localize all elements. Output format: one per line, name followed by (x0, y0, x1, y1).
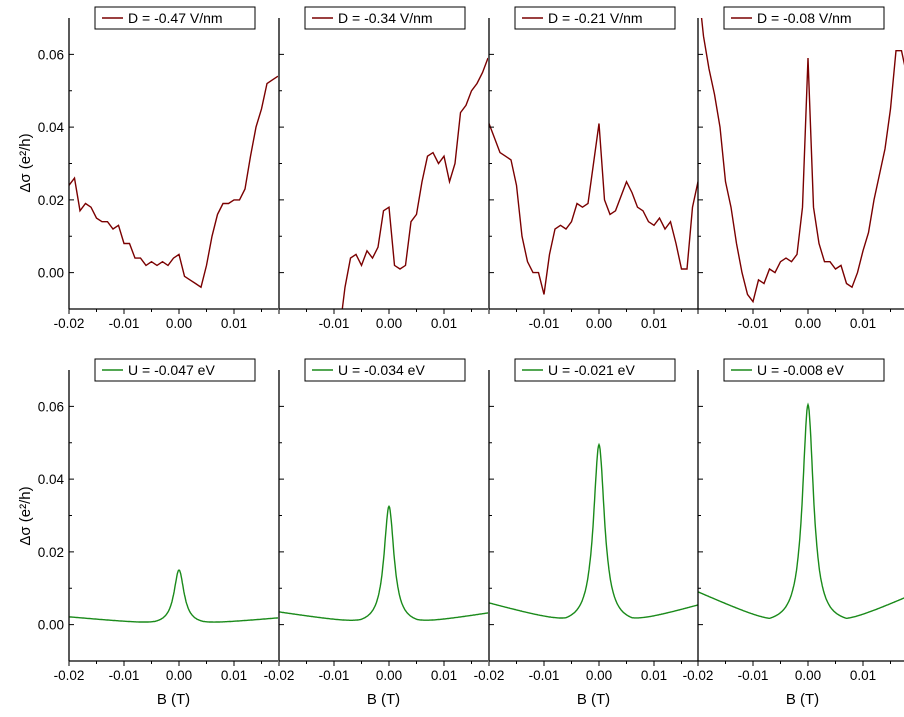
legend-box (514, 6, 676, 30)
x-tick-label: 0.00 (166, 316, 192, 331)
legend-box (723, 358, 885, 382)
x-tick-label: 0.00 (586, 668, 612, 683)
x-tick-label: -0.02 (54, 668, 85, 683)
x-tick-label: -0.02 (683, 668, 714, 683)
x-axis-label: B (T) (367, 691, 400, 708)
y-tick-label: 0.00 (38, 618, 64, 633)
x-axis-label: B (T) (157, 691, 190, 708)
top-row-ylabel: Δσ (e²/h) (17, 133, 34, 192)
y-tick-label: 0.06 (38, 399, 64, 414)
x-tick-label: 0.01 (850, 668, 876, 683)
y-tick-label: 0.04 (38, 120, 65, 135)
y-tick-label: 0.02 (38, 193, 64, 208)
x-tick-label: -0.02 (264, 668, 295, 683)
legend: D = -0.34 V/nm (304, 6, 466, 30)
series-line (700, 18, 904, 304)
panel-3: -0.01 0.00 0.01 D = -0.21 V/nm (488, 6, 698, 331)
legend-label: D = -0.21 V/nm (548, 10, 643, 26)
x-tick-label: 0.01 (431, 316, 457, 331)
legend-label: U = -0.008 eV (757, 362, 844, 378)
legend-box (304, 358, 466, 382)
panel-5: -0.02 -0.01 0.00 0.01 0.00 0.02 0.04 0.06 B (T) U… (38, 358, 278, 708)
y-tick-label: 0.00 (38, 266, 64, 281)
x-tick-label: -0.01 (109, 316, 140, 331)
x-tick-label: 0.00 (795, 316, 821, 331)
panel-6: -0.02 -0.01 0.00 0.01 B (T) U = -0.034 eV (264, 358, 488, 708)
y-tick-label: 0.02 (38, 545, 64, 560)
legend-label: U = -0.047 eV (128, 362, 215, 378)
x-axis-label: B (T) (786, 691, 819, 708)
legend: U = -0.021 eV (514, 358, 676, 382)
x-tick-label: 0.01 (221, 316, 247, 331)
bottom-row-ylabel: Δσ (e²/h) (17, 486, 34, 545)
legend: U = -0.008 eV (723, 358, 885, 382)
x-tick-label: -0.01 (529, 316, 560, 331)
x-tick-label: -0.01 (738, 668, 769, 683)
x-tick-label: 0.01 (641, 668, 667, 683)
x-tick-label: -0.01 (319, 316, 350, 331)
x-tick-label: 0.00 (376, 316, 402, 331)
legend-label: U = -0.021 eV (548, 362, 635, 378)
x-tick-label: -0.01 (738, 316, 769, 331)
x-axis-label: B (T) (577, 691, 610, 708)
legend-label: D = -0.08 V/nm (757, 10, 852, 26)
legend: D = -0.47 V/nm (94, 6, 256, 30)
y-tick-label: 0.06 (38, 47, 64, 62)
series-line (69, 569, 278, 623)
series-line (489, 123, 698, 295)
legend: U = -0.047 eV (94, 358, 256, 382)
panel-8: -0.02 -0.01 0.00 0.01 B (T) U = -0.008 eV (683, 358, 904, 708)
series-line (489, 442, 698, 619)
x-tick-label: 0.01 (431, 668, 457, 683)
legend: D = -0.21 V/nm (514, 6, 676, 30)
x-tick-label: -0.02 (474, 668, 505, 683)
x-tick-label: -0.01 (319, 668, 350, 683)
y-tick-label: 0.04 (38, 472, 65, 487)
x-tick-label: 0.00 (166, 668, 192, 683)
legend: U = -0.034 eV (304, 358, 466, 382)
x-tick-label: 0.00 (586, 316, 612, 331)
legend-box (723, 6, 885, 30)
series-line (341, 57, 488, 309)
x-tick-label: 0.00 (795, 668, 821, 683)
legend-label: U = -0.034 eV (338, 362, 425, 378)
series-line (698, 402, 904, 619)
x-tick-label: 0.01 (221, 668, 247, 683)
panel-4: -0.01 0.00 0.01 D = -0.08 V/nm (697, 6, 904, 331)
legend-label: D = -0.34 V/nm (338, 10, 433, 26)
legend-box (514, 358, 676, 382)
legend-box (304, 6, 466, 30)
x-tick-label: 0.01 (850, 316, 876, 331)
x-tick-label: 0.01 (641, 316, 667, 331)
series-line (279, 505, 488, 621)
legend-label: D = -0.47 V/nm (128, 10, 223, 26)
x-tick-label: 0.00 (376, 668, 402, 683)
panel-1: -0.02 -0.01 0.00 0.01 0.00 0.02 0.04 0.06 D = -0… (38, 6, 278, 331)
x-tick-label: -0.01 (529, 668, 560, 683)
panel-2: -0.01 0.00 0.01 D = -0.34 V/nm (278, 6, 488, 331)
panel-group: -0.02 -0.01 0.00 0.01 0.00 0.02 0.04 0.06 D = -0… (38, 6, 904, 708)
series-line (69, 75, 278, 289)
legend-box (94, 358, 256, 382)
x-tick-label: -0.02 (54, 316, 85, 331)
x-tick-label: -0.01 (109, 668, 140, 683)
legend-box (94, 6, 256, 30)
legend: D = -0.08 V/nm (723, 6, 885, 30)
panel-7: -0.02 -0.01 0.00 0.01 B (T) U = -0.021 eV (474, 358, 698, 708)
